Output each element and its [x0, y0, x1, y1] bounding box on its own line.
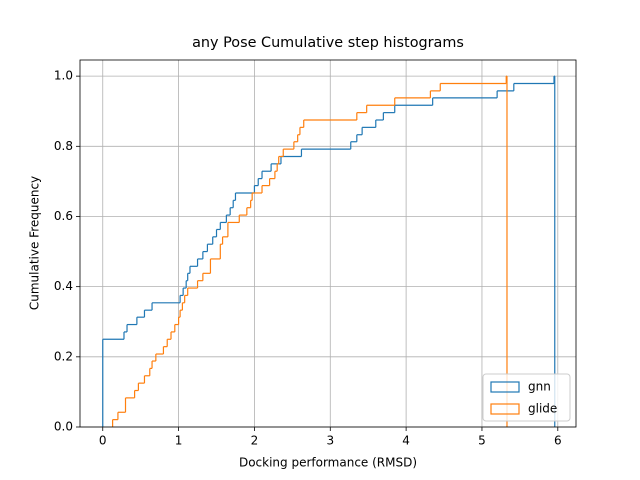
legend-box — [482, 373, 571, 422]
x-tick-label: 4 — [402, 434, 410, 448]
plot-frame — [79, 59, 577, 428]
chart-title: any Pose Cumulative step histograms — [192, 35, 464, 51]
legend-swatch — [490, 403, 520, 415]
y-tick-label: 0.0 — [54, 420, 73, 434]
y-tick-label: 0.4 — [54, 279, 73, 293]
x-tick-label: 6 — [554, 434, 562, 448]
x-tick-label: 3 — [326, 434, 334, 448]
legend-label: glide — [528, 402, 557, 416]
x-tick-label: 2 — [251, 434, 259, 448]
y-axis-label: Cumulative Frequency — [28, 176, 42, 310]
x-tick-label: 1 — [175, 434, 183, 448]
legend-label: gnn — [528, 380, 551, 394]
y-tick-label: 0.6 — [54, 209, 73, 223]
x-tick-label: 0 — [99, 434, 107, 448]
x-tick-label: 5 — [478, 434, 486, 448]
y-tick-label: 0.8 — [54, 139, 73, 153]
x-axis-label: Docking performance (RMSD) — [239, 456, 417, 470]
y-tick-label: 0.2 — [54, 349, 73, 363]
legend-swatch — [490, 381, 520, 393]
y-tick-label: 1.0 — [54, 69, 73, 83]
